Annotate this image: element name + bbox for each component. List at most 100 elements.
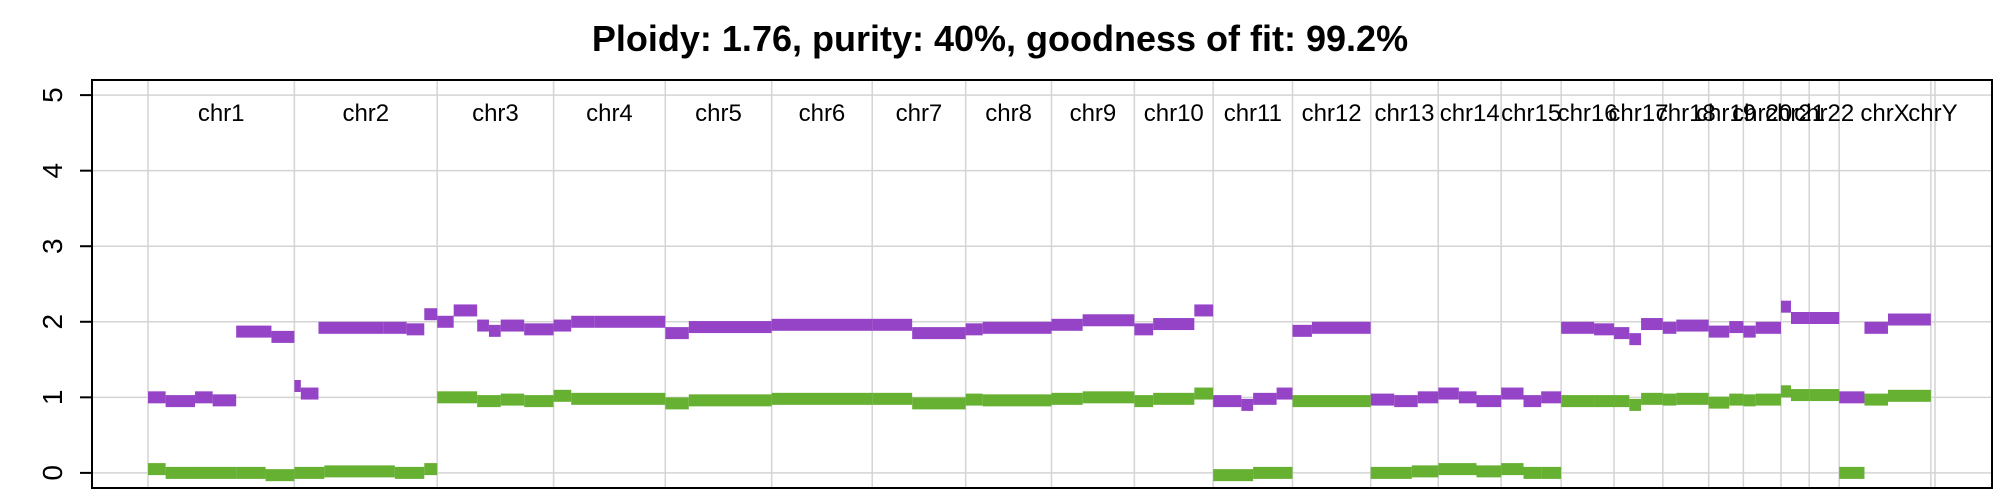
cn-segment [1311,321,1371,334]
cn-segment [872,392,913,405]
chromosome-label: chr4 [586,100,633,127]
cn-segment [594,315,666,328]
cn-segment [437,391,478,404]
cn-segment [1614,327,1630,340]
cn-segment [1253,466,1293,479]
chromosome-label: chr6 [799,100,846,127]
cn-segment [1839,466,1865,479]
cn-segment [424,308,438,321]
cn-segment [318,321,384,334]
cn-segment [1370,466,1412,479]
y-tick-label: 4 [37,163,68,179]
cn-segment [665,327,689,340]
cn-segment [1743,394,1756,407]
cn-segment [1253,392,1277,405]
cn-segment [236,325,272,338]
cn-segment [1790,389,1810,402]
cn-segment [453,304,478,317]
y-tick-label: 2 [37,314,68,330]
cn-segment [1755,393,1781,406]
cn-segment [1194,387,1214,400]
cn-segment [1594,395,1615,408]
cn-segment [1755,321,1781,334]
cn-segment [488,324,501,337]
cn-segment [1887,389,1931,402]
cn-segment [571,315,595,328]
cn-segment [1629,333,1642,346]
chromosome-label: chr3 [472,100,519,127]
cn-segment [1370,393,1395,406]
cn-segment [1780,385,1791,398]
cn-segment [1523,466,1542,479]
cn-segment [1729,321,1744,334]
cn-segment [1153,392,1195,405]
chromosome-label: chr10 [1144,100,1204,127]
chromosome-label: chr22 [1794,100,1854,127]
cn-segment [1594,323,1615,336]
cn-segment [1614,395,1630,408]
cn-segment [212,394,237,407]
cn-segment [1213,395,1242,408]
cn-segment [688,394,772,407]
cn-segment [1729,393,1744,406]
chromosome-label: chr5 [695,100,742,127]
y-tick-label: 5 [37,87,68,103]
cn-segment [300,387,319,400]
chromosome-label: chr9 [1070,100,1117,127]
cn-segment [165,466,196,479]
cn-segment [148,463,166,476]
y-axis: 0 1 2 3 4 5 [37,87,93,481]
plot-frame [91,79,1993,489]
cn-segment [500,393,525,406]
cn-segment [912,327,966,340]
cn-segment [1864,321,1888,334]
cn-segment [1134,323,1154,336]
cn-segment [1676,319,1709,332]
chromosome-label: chr15 [1501,100,1561,127]
cn-segment [394,466,425,479]
chromosome-label: chr19 [1696,100,1756,127]
cn-segment [524,395,554,408]
cn-segment [437,315,454,328]
copy-number-segments [148,300,1931,482]
chromosome-label: chr12 [1302,100,1362,127]
chromosome-label: chr13 [1374,100,1434,127]
cn-segment [324,465,395,478]
chromosome-label: chr21 [1765,100,1825,127]
cn-segment [195,391,213,404]
cn-segment [424,463,438,476]
cn-segment [477,319,489,332]
cn-segment [1213,469,1254,482]
cn-segment [1790,312,1810,324]
cn-segment [1809,389,1840,402]
cn-segment [477,395,501,408]
cn-segment [271,330,295,343]
cn-segment [1051,392,1083,405]
cn-segment [1523,395,1542,408]
cn-segment [1708,396,1730,409]
chromosome-label: chr2 [342,100,389,127]
cn-segment [1676,392,1709,405]
cn-segment [383,321,407,334]
cn-segment [1194,304,1214,317]
cn-segment [1662,393,1677,406]
cn-segment [294,466,325,479]
cn-segment [965,393,983,406]
cn-segment [294,380,301,392]
cn-segment [1082,314,1135,327]
cn-segment [1394,395,1418,408]
cn-segment [665,397,689,410]
cn-segment [688,321,772,334]
cn-segment [1501,387,1524,400]
cn-segment [771,318,873,331]
cn-segment [1541,466,1562,479]
y-tick-label: 0 [37,465,68,481]
grid-lines [92,80,1992,488]
cn-segment [571,392,666,405]
cn-segment [872,318,913,331]
cn-segment [1241,398,1254,411]
chromosome-label: chr8 [985,100,1032,127]
cn-segment [500,319,525,332]
cn-segment [912,397,966,410]
